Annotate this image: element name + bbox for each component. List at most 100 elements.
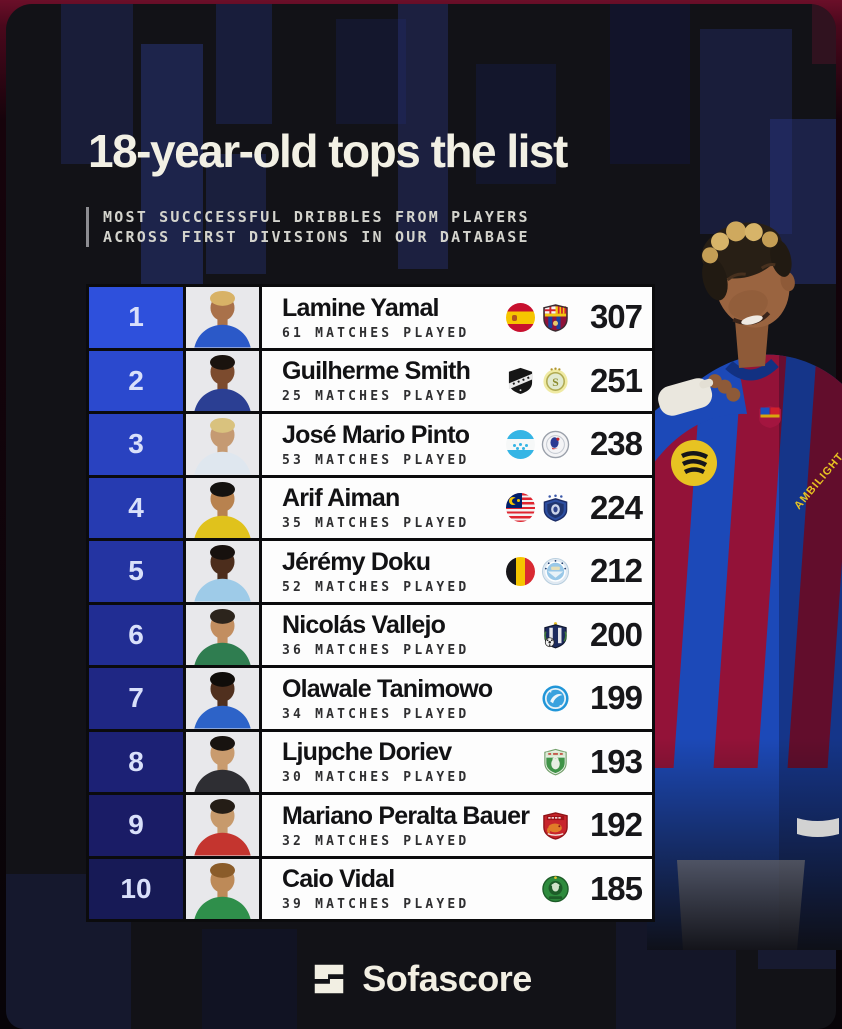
player-headshot: [183, 604, 262, 665]
player-name: Lamine Yamal: [282, 293, 440, 322]
matches-played: 39 MATCHES PLAYED: [282, 897, 470, 913]
matches-played: 61 MATCHES PLAYED: [282, 325, 470, 341]
crest-barcelona-icon: [541, 303, 570, 332]
player-headshot-illustration: [186, 795, 259, 856]
team-badges: [496, 811, 570, 840]
player-name: José Mario Pinto: [282, 420, 470, 449]
flag-honduras-icon: [506, 429, 535, 459]
dribbles-value: 251: [589, 361, 643, 399]
dribbles-value: 200: [589, 615, 643, 653]
brand-name: Sofascore: [362, 958, 532, 999]
player-info: Olawale Tanimowo 34 MATCHES PLAYED: [262, 675, 496, 722]
rank-cell: 5: [89, 541, 183, 602]
crest-kalju-icon: [506, 366, 535, 395]
dribbles-value: 224: [589, 488, 643, 526]
crest-gold-circle-icon: S: [541, 366, 570, 395]
team-badges: [496, 302, 570, 332]
rank-cell: 8: [89, 731, 183, 792]
player-info: Ljupche Doriev 30 MATCHES PLAYED: [262, 738, 496, 785]
footer: Sofascore: [0, 958, 842, 1000]
player-headshot-illustration: [186, 414, 259, 475]
crest-navy-shield-icon: [541, 620, 570, 649]
dribbles-value: 238: [589, 425, 643, 463]
player-info: Guilherme Smith 25 MATCHES PLAYED: [262, 357, 496, 404]
flag-belgium-icon: [506, 556, 535, 586]
table-row: 8 Ljupche Doriev 30 MATCHES PLAYED 193: [89, 731, 652, 792]
table-row: 2 Guilherme Smith 25 MATCHES PLAYED S 25…: [89, 350, 652, 411]
player-name: Arif Aiman: [282, 484, 400, 513]
matches-played: 52 MATCHES PLAYED: [282, 579, 470, 595]
rank-cell: 2: [89, 350, 183, 411]
player-photo-illustration: AMBILIGHT: [647, 221, 842, 950]
player-headshot-illustration: [186, 287, 259, 348]
crest-green-shield-icon: [541, 747, 570, 776]
player-name: Olawale Tanimowo: [282, 674, 493, 703]
rank-number: 4: [128, 491, 144, 523]
matches-played: 34 MATCHES PLAYED: [282, 706, 470, 722]
player-headshot: [183, 350, 262, 411]
player-headshot: [183, 858, 262, 919]
subtitle-accent-bar: [86, 207, 89, 247]
player-info: Lamine Yamal 61 MATCHES PLAYED: [262, 294, 496, 341]
matches-played: 25 MATCHES PLAYED: [282, 389, 470, 405]
table-row: 1 Lamine Yamal 61 MATCHES PLAYED 307: [89, 287, 652, 348]
subtitle: MOST SUCCCESSFUL DRIBBLES FROM PLAYERS A…: [86, 207, 530, 247]
player-headshot: [183, 731, 262, 792]
rank-cell: 4: [89, 477, 183, 538]
rank-number: 8: [128, 745, 144, 777]
table-row: 3 José Mario Pinto 53 MATCHES PLAYED 238: [89, 414, 652, 475]
player-name: Mariano Peralta Bauer: [282, 801, 530, 830]
mosaic-block: [700, 29, 792, 234]
player-headshot: [183, 795, 262, 856]
rank-number: 5: [128, 555, 144, 587]
player-name: Nicolás Vallejo: [282, 611, 446, 640]
table-row: 6 Nicolás Vallejo 36 MATCHES PLAYED 200: [89, 604, 652, 665]
rank-number: 9: [128, 809, 144, 841]
matches-played: 53 MATCHES PLAYED: [282, 452, 470, 468]
leaderboard-table: 1 Lamine Yamal 61 MATCHES PLAYED 307 2: [86, 284, 655, 922]
mosaic-block: [202, 929, 297, 1029]
player-info: Caio Vidal 39 MATCHES PLAYED: [262, 865, 496, 912]
team-badges: [496, 493, 570, 523]
player-headshot-illustration: [186, 541, 259, 602]
player-headshot: [183, 287, 262, 348]
player-headshot: [183, 414, 262, 475]
player-headshot-illustration: [186, 604, 259, 665]
dribbles-value: 212: [589, 552, 643, 590]
team-badges: [496, 684, 570, 713]
mosaic-block: [141, 44, 203, 284]
mosaic-block: [398, 4, 448, 269]
player-name: Caio Vidal: [282, 865, 395, 894]
crest-blue-circle-icon: [541, 684, 570, 713]
player-headshot: [183, 668, 262, 729]
rank-cell: 3: [89, 414, 183, 475]
team-badges: [496, 556, 570, 586]
flag-spain-icon: [506, 302, 535, 332]
matches-played: 32 MATCHES PLAYED: [282, 833, 470, 849]
player-headshot-illustration: [186, 350, 259, 411]
player-info: Mariano Peralta Bauer 32 MATCHES PLAYED: [262, 801, 530, 849]
player-info: Nicolás Vallejo 36 MATCHES PLAYED: [262, 611, 496, 658]
team-badges: [496, 747, 570, 776]
rank-number: 3: [128, 428, 144, 460]
dribbles-value: 307: [589, 298, 643, 336]
table-row: 9 Mariano Peralta Bauer 32 MATCHES PLAYE…: [89, 795, 652, 856]
matches-played: 35 MATCHES PLAYED: [282, 516, 470, 532]
team-badges: S: [496, 366, 570, 395]
team-badges: [496, 429, 570, 459]
crest-borneo-icon: [541, 811, 570, 840]
dribbles-value: 185: [589, 869, 643, 907]
player-headshot-illustration: [186, 477, 259, 538]
player-name: Ljupche Doriev: [282, 738, 452, 767]
player-headshot-illustration: [186, 668, 259, 729]
table-row: 7 Olawale Tanimowo 34 MATCHES PLAYED 199: [89, 668, 652, 729]
player-info: José Mario Pinto 53 MATCHES PLAYED: [262, 421, 496, 468]
crest-jdt-icon: [541, 493, 570, 522]
matches-played: 30 MATCHES PLAYED: [282, 770, 470, 786]
rank-cell: 7: [89, 668, 183, 729]
crest-man-city-icon: [541, 557, 570, 586]
rank-number: 6: [128, 618, 144, 650]
subtitle-line-1: MOST SUCCCESSFUL DRIBBLES FROM PLAYERS: [103, 208, 530, 226]
sofascore-logo-icon: [314, 964, 344, 994]
matches-played: 36 MATCHES PLAYED: [282, 643, 470, 659]
